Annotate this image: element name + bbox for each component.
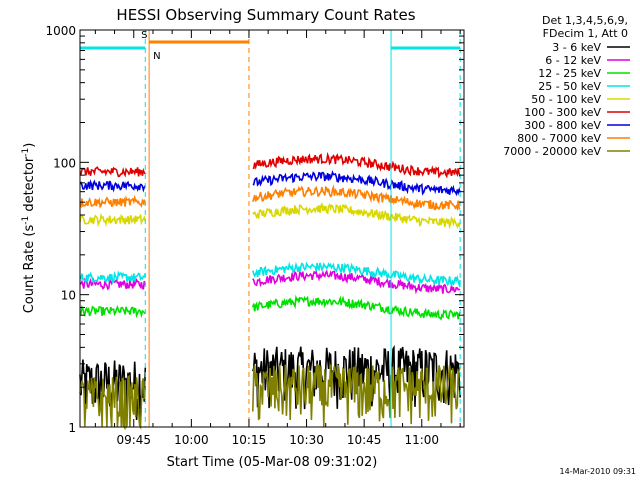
y-tick-label-1: 1 (68, 421, 76, 435)
y-label-mid: detector (22, 156, 37, 216)
series-trace-5-window-2 (252, 202, 461, 230)
legend-label-8: 800 - 7000 keV (517, 132, 601, 145)
legend-label-1: 3 - 6 keV (552, 41, 601, 54)
legend-header-line2: FDecim 1, Att 0 (543, 27, 628, 40)
y-axis-label: Count Rate (s-1 detector-1) (21, 143, 37, 314)
legend-label-4: 25 - 50 keV (538, 80, 601, 93)
y-tick-label-3: 100 (53, 156, 76, 170)
x-tick-label-2: 10:00 (174, 433, 209, 447)
plot-frame (79, 29, 465, 428)
footer-date: 14-Mar-2010 09:31 (560, 467, 637, 476)
series-trace-2-window-2 (252, 269, 461, 295)
y-label-sup1: -1 (21, 216, 31, 225)
y-label-main: Count Rate (s (22, 225, 37, 314)
x-axis-label: Start Time (05-Mar-08 09:31:02) (167, 455, 378, 470)
y-label-end: ) (22, 143, 37, 148)
x-axis: 09:45 10:00 10:15 10:30 10:45 11:00 (94, 30, 461, 447)
series-layer (79, 151, 461, 431)
night-flag-label: N (153, 51, 160, 62)
series-trace-4-window-2 (252, 261, 461, 288)
series-trace-6-window-2 (252, 151, 461, 179)
flag-layer: SN (80, 30, 461, 427)
series-trace-9-window-1 (79, 374, 147, 431)
legend-label-6: 100 - 300 keV (524, 106, 601, 119)
series-trace-5-window-1 (79, 212, 147, 228)
x-tick-label-1: 09:45 (116, 433, 151, 447)
series-trace-7-window-1 (79, 179, 146, 193)
series-trace-3-window-2 (252, 294, 461, 321)
legend-label-3: 12 - 25 keV (538, 67, 601, 80)
y-tick-label-4: 1000 (45, 24, 76, 38)
saa-flag-label: S (141, 30, 147, 41)
series-trace-6-window-1 (79, 166, 146, 178)
x-tick-label-3: 10:15 (232, 433, 267, 447)
legend-label-7: 300 - 800 keV (524, 119, 601, 132)
series-trace-8-window-1 (79, 194, 147, 209)
legend-label-5: 50 - 100 keV (531, 93, 601, 106)
legend-label-9: 7000 - 20000 keV (503, 145, 601, 158)
series-trace-4-window-1 (79, 270, 147, 284)
series-trace-9-window-2 (252, 363, 461, 428)
y-axis: 1 10 100 1000 (45, 24, 464, 435)
x-tick-label-5: 10:45 (347, 433, 382, 447)
x-tick-label-6: 11:00 (404, 433, 439, 447)
chart-title: HESSI Observing Summary Count Rates (116, 6, 415, 24)
series-trace-7-window-2 (252, 170, 461, 197)
y-label-sup2: -1 (21, 148, 31, 157)
legend-label-2: 6 - 12 keV (545, 54, 601, 67)
x-tick-label-4: 10:30 (289, 433, 324, 447)
legend-header-line1: Det 1,3,4,5,6,9, (542, 14, 628, 27)
series-trace-8-window-2 (252, 184, 461, 212)
series-trace-3-window-1 (79, 304, 146, 319)
y-tick-label-2: 10 (61, 289, 76, 303)
legend: Det 1,3,4,5,6,9, FDecim 1, Att 0 3 - 6 k… (503, 14, 630, 158)
